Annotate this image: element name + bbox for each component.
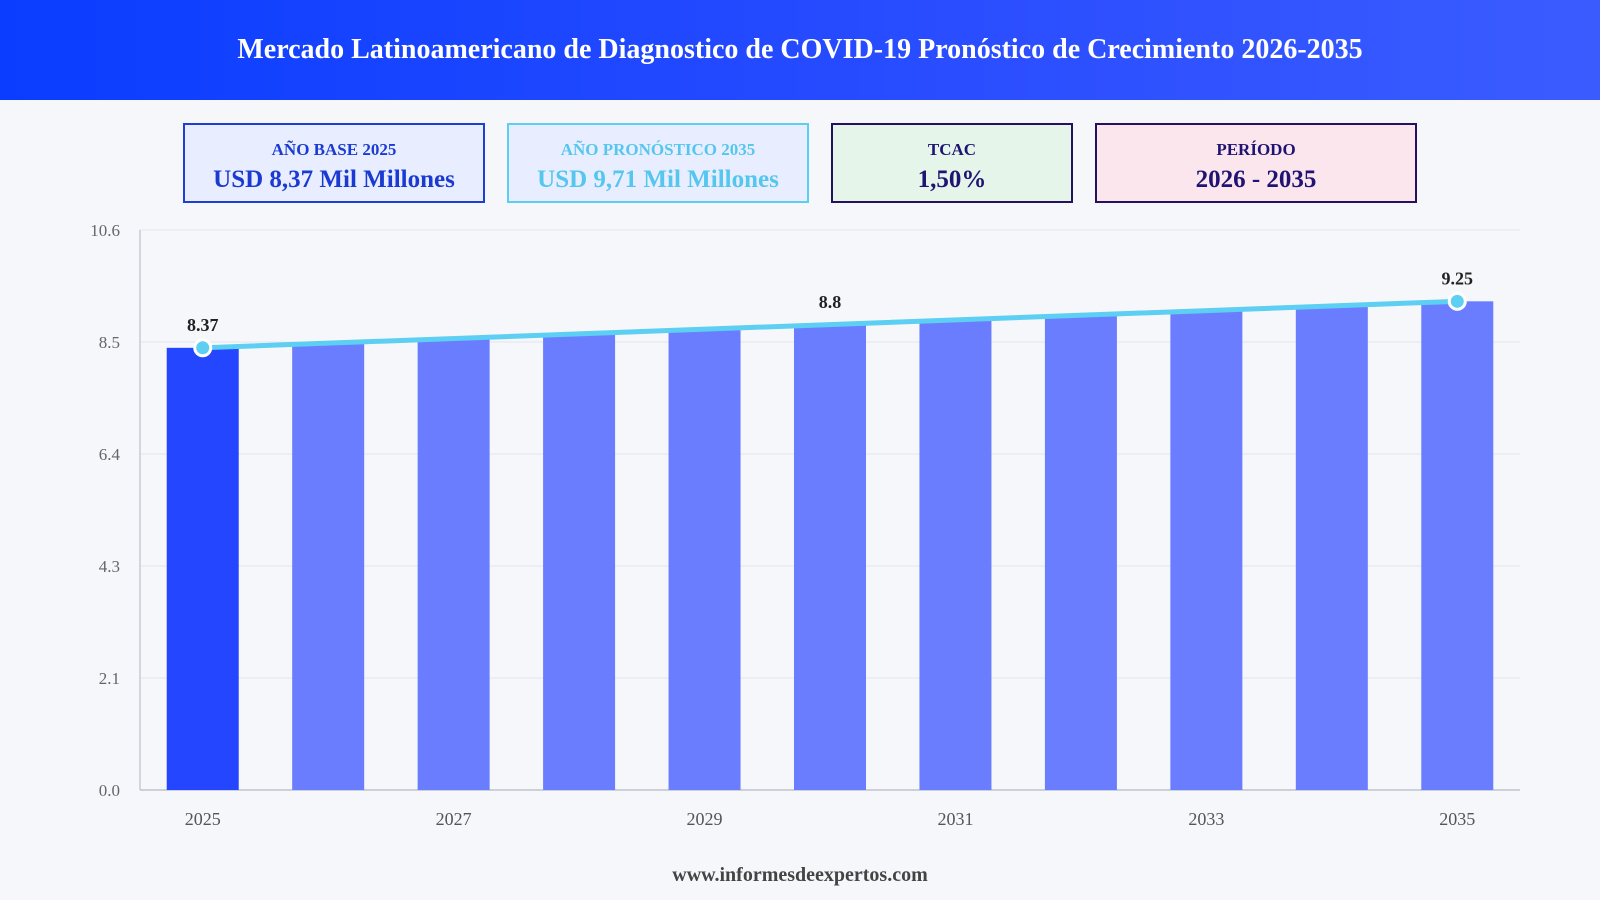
x-tick-label: 2035 xyxy=(1439,809,1475,829)
bar xyxy=(1170,311,1243,790)
y-tick-label: 10.6 xyxy=(90,221,120,240)
bar xyxy=(1421,301,1494,790)
page-title: Mercado Latinoamericano de Diagnostico d… xyxy=(237,34,1363,65)
x-tick-label: 2033 xyxy=(1188,809,1224,829)
bar xyxy=(1044,316,1117,790)
data-label: 8.8 xyxy=(819,292,842,312)
trend-line xyxy=(200,298,1460,351)
bar-base-year xyxy=(166,347,239,790)
stat-value: USD 9,71 Mil Millones xyxy=(537,166,779,193)
x-tick-label: 2029 xyxy=(687,809,723,829)
stat-value: USD 8,37 Mil Millones xyxy=(213,166,455,193)
stat-label: AÑO PRONÓSTICO 2035 xyxy=(560,140,756,159)
stat-card-cagr: TCAC 1,50% xyxy=(831,123,1073,203)
trend-marker xyxy=(1447,291,1467,311)
trend-marker xyxy=(193,338,213,358)
stat-value: 1,50% xyxy=(917,166,987,193)
bar xyxy=(292,343,365,790)
stat-label: TCAC xyxy=(927,140,977,159)
x-tick-label: 2025 xyxy=(185,809,221,829)
stat-card-forecast-year: AÑO PRONÓSTICO 2035 USD 9,71 Mil Millone… xyxy=(507,123,809,203)
stat-card-period: PERÍODO 2026 - 2035 xyxy=(1095,123,1417,203)
bar xyxy=(668,329,741,790)
y-tick-label: 8.5 xyxy=(99,333,120,352)
bar xyxy=(543,334,616,790)
stat-value: 2026 - 2035 xyxy=(1195,166,1317,193)
stat-card-base-year: AÑO BASE 2025 USD 8,37 Mil Millones xyxy=(183,123,485,203)
x-tick-label: 2031 xyxy=(937,809,973,829)
header-banner: Mercado Latinoamericano de Diagnostico d… xyxy=(0,0,1600,100)
stat-label: AÑO BASE 2025 xyxy=(271,140,397,159)
stat-label: PERÍODO xyxy=(1216,140,1296,159)
y-tick-label: 0.0 xyxy=(99,781,120,800)
y-tick-label: 6.4 xyxy=(99,445,121,464)
y-tick-label: 2.1 xyxy=(99,669,120,688)
footer-website: www.informesdeexpertos.com xyxy=(672,864,928,886)
data-label: 8.37 xyxy=(187,315,219,335)
bar xyxy=(417,339,490,790)
bar xyxy=(919,320,992,790)
y-tick-label: 4.3 xyxy=(99,557,120,576)
bar xyxy=(794,325,866,790)
data-label: 9.25 xyxy=(1442,268,1474,288)
bar xyxy=(1295,306,1368,790)
x-tick-label: 2027 xyxy=(436,809,472,829)
